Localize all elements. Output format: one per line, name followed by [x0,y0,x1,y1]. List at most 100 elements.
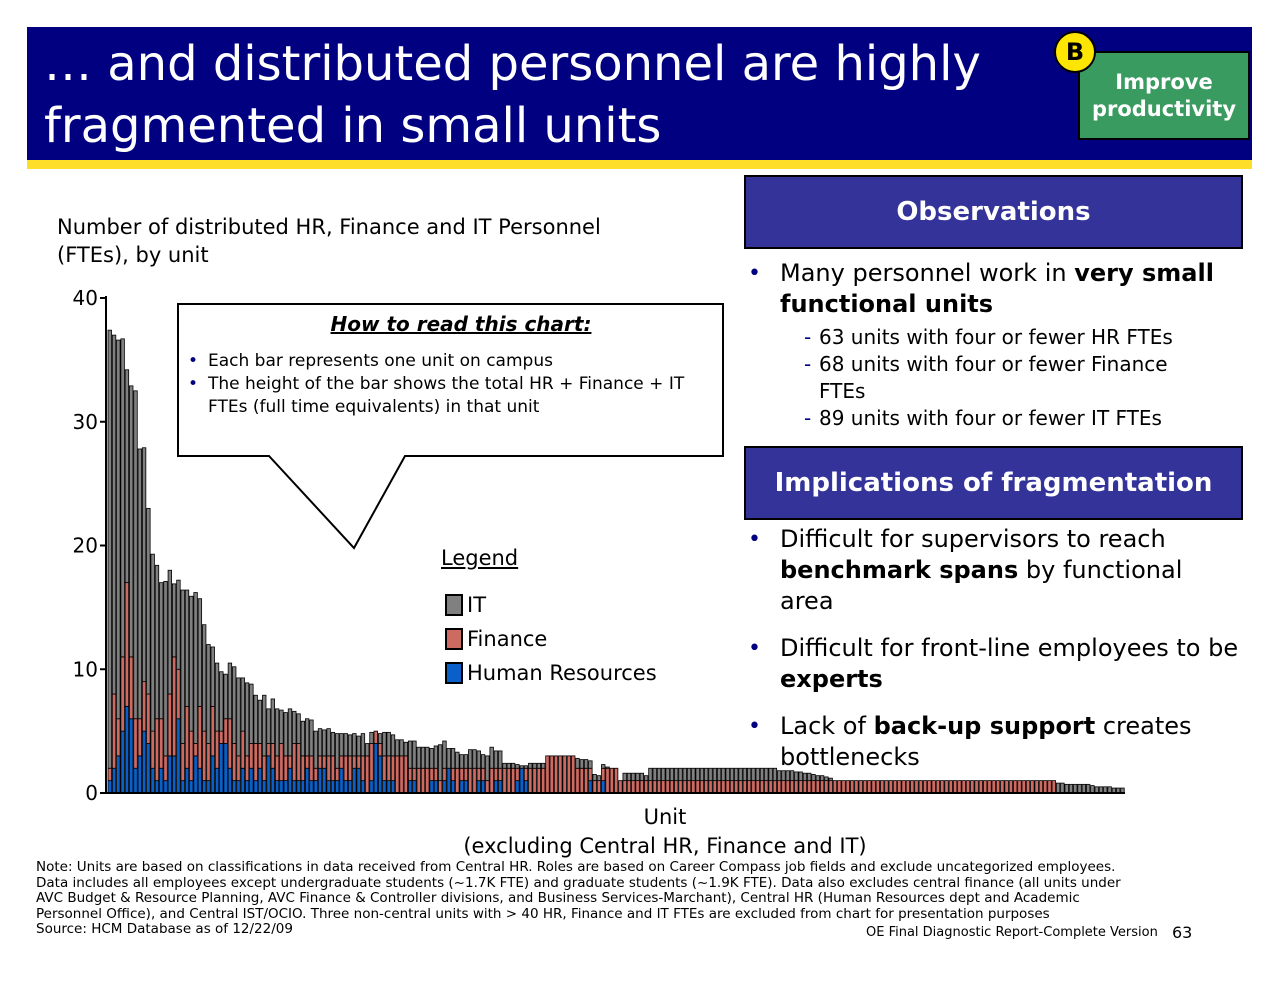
bar-segment-hr [330,780,336,794]
bar-segment-finance [965,780,971,794]
x-axis-label: Unit (excluding Central HR, Finance and … [380,803,950,861]
bar-segment-finance [704,780,709,794]
bar-segment-finance [940,780,945,794]
bar-segment-finance [905,780,911,794]
bar-segment-finance [120,656,125,732]
bar-segment-finance [107,767,112,782]
bar-segment-it [249,683,254,744]
bar-segment-finance [841,780,846,794]
bar-segment-it [150,553,155,732]
bar-segment-it [399,739,404,757]
implication-bullet: Difficult for supervisors to reach bench… [746,524,1220,617]
bar-segment-finance [202,730,207,782]
bar-segment-hr [407,780,413,794]
bar-segment-it [219,671,224,732]
bar-segment-hr [335,780,340,794]
bar-segment-it [506,762,511,769]
bar-segment-hr [412,780,417,794]
bar-segment-it [485,755,490,782]
bar-segment-it [262,694,267,757]
bar-segment-finance [819,780,825,794]
bar-segment-finance [442,767,447,782]
legend-item-finance: Finance [441,622,657,656]
bar-segment-finance [721,780,726,794]
bar-segment-finance [549,755,554,794]
bar-segment-finance [450,767,456,782]
bar-segment-it [236,677,241,757]
bar-segment-finance [493,767,499,782]
bar-segment-finance [313,767,318,782]
bar-segment-finance [528,767,533,794]
bar-segment-it [729,767,735,782]
bar-segment-finance [674,780,679,794]
observation-sub-item: 68 units with four or fewer Finance FTEs [746,351,1219,405]
improve-productivity-badge: Improve productivity [1078,51,1250,140]
bar-segment-finance [935,780,941,794]
bar-segment-it [515,764,520,769]
bar-segment-hr [223,743,228,794]
bar-segment-finance [798,780,803,794]
bar-segment-it [601,764,606,769]
bar-segment-hr [523,780,529,794]
bar-segment-it [403,741,409,757]
bar-segment-hr [283,780,288,794]
bar-segment-it [811,774,816,782]
bar-segment-it [1064,783,1069,794]
bar-segment-it [824,776,829,782]
bar-segment-hr [287,767,293,794]
bar-segment-finance [648,780,653,794]
bar-segment-hr [129,718,134,794]
bar-segment-hr [360,780,366,794]
bar-segment-finance [129,656,134,720]
bar-segment-hr [292,780,297,794]
bar-segment-it [669,767,675,782]
bar-segment-it [459,754,464,769]
bar-segment-finance [532,767,537,794]
bar-segment-hr [313,780,318,794]
implication-bullet: Difficult for front-line employees to be… [746,633,1260,695]
bar-segment-finance [716,780,722,794]
bar-segment-finance [240,730,245,769]
bar-segment-finance [922,780,928,794]
bar-segment-it [635,772,640,782]
bar-segment-finance [296,743,301,782]
bar-segment-hr [214,767,220,794]
bar-segment-it [347,734,353,757]
bar-segment-finance [257,743,263,769]
bar-segment-it [1055,782,1061,794]
bar-segment-it [159,582,164,720]
bar-segment-hr [515,780,520,794]
bar-segment-finance [811,780,816,794]
bar-segment-finance [176,668,181,720]
bar-segment-hr [493,780,499,794]
footnote: Note: Units are based on classifications… [36,859,1246,938]
text-span: creates bottlenecks [780,712,1192,771]
bar-segment-it [369,731,374,744]
bar-segment-hr [309,780,314,794]
bar-segment-it [510,762,516,769]
bar-segment-it [189,595,194,732]
bar-segment-it [819,775,825,782]
header-banner [27,27,1252,160]
bar-segment-finance [459,767,464,782]
bar-segment-finance [742,780,748,794]
bar-segment-it [335,733,340,769]
bar-segment-finance [382,755,387,782]
bar-segment-hr [601,780,606,794]
bar-segment-hr [244,780,250,794]
bar-segment-finance [755,780,760,794]
legend-swatch-it [445,594,463,616]
bar-segment-finance [618,780,623,794]
bar-segment-finance [605,767,610,794]
bar-segment-finance [506,767,511,794]
bar-segment-finance [652,780,657,794]
y-tick-label: 30 [73,410,98,434]
bar-segment-finance [335,767,340,782]
bar-segment-finance [274,755,280,782]
bar-segment-it [141,447,147,683]
bar-segment-it [352,733,357,757]
bar-segment-hr [111,767,117,794]
bar-segment-finance [1047,780,1052,794]
bar-segment-finance [171,656,177,757]
bar-segment-finance [266,743,271,757]
